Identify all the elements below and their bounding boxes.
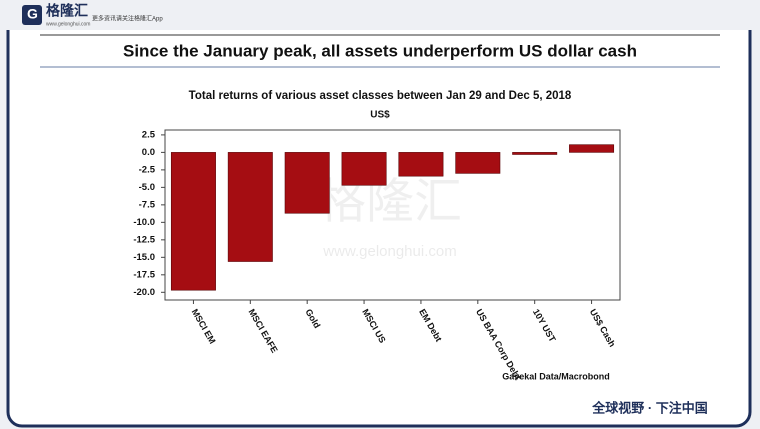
- y-tick-label: 2.5: [142, 129, 156, 140]
- chart-subtitle: US$: [370, 110, 390, 121]
- y-tick-label: -20.0: [133, 287, 155, 298]
- y-tick-label: -15.0: [133, 252, 155, 263]
- top-bar: [0, 0, 760, 30]
- bar: [512, 152, 558, 155]
- logo-letter: G: [27, 6, 38, 22]
- y-tick-label: -10.0: [133, 217, 155, 228]
- source: Gavekal Data/Macrobond: [502, 371, 610, 381]
- plot-frame: [164, 129, 621, 301]
- bar: [284, 152, 330, 214]
- y-tick-label: -2.5: [139, 164, 156, 175]
- watermark: www.gelonghui.com: [322, 243, 456, 260]
- y-tick-label: -5.0: [139, 182, 155, 193]
- tagline: 更多资讯请关注格隆汇App: [92, 15, 163, 23]
- y-tick-label: -12.5: [133, 234, 155, 245]
- bar: [170, 152, 216, 291]
- bar: [398, 152, 444, 177]
- bar: [455, 152, 501, 174]
- bar: [341, 152, 387, 186]
- watermark: 格隆汇: [318, 176, 462, 229]
- brand-site: www.gelonghui.com: [46, 21, 90, 27]
- y-tick-label: -17.5: [133, 269, 155, 280]
- y-tick-label: 0.0: [142, 147, 155, 158]
- brand: 格隆汇: [46, 3, 88, 19]
- footer: 全球视野 · 下注中国: [591, 400, 708, 415]
- footer-box: [566, 398, 734, 420]
- bar: [569, 144, 615, 153]
- headline: Since the January peak, all assets under…: [123, 41, 637, 60]
- chart-title: Total returns of various asset classes b…: [189, 90, 572, 102]
- y-tick-label: -7.5: [139, 199, 156, 210]
- logo-icon: [22, 5, 42, 25]
- bar: [227, 152, 273, 262]
